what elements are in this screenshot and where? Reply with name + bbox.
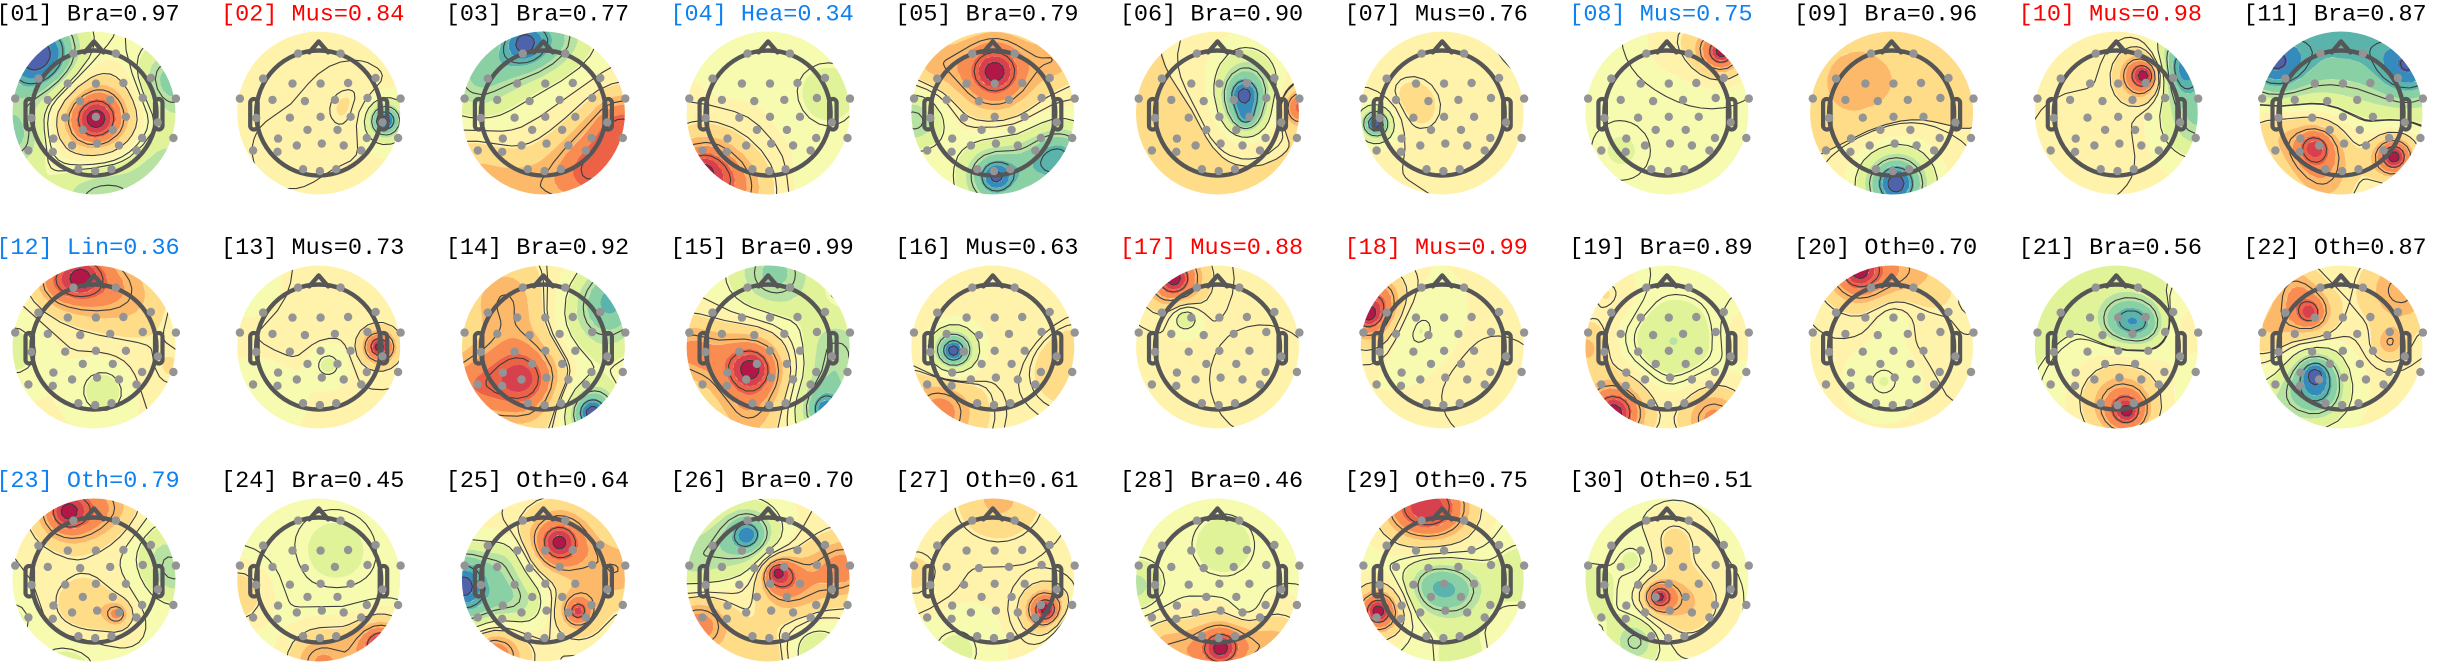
svg-text:[13] Mus=0.73: [13] Mus=0.73: [221, 235, 404, 262]
svg-text:[22] Oth=0.87: [22] Oth=0.87: [2243, 235, 2426, 262]
svg-text:[19] Bra=0.89: [19] Bra=0.89: [1569, 235, 1752, 262]
svg-text:[05] Bra=0.79: [05] Bra=0.79: [895, 2, 1078, 29]
svg-text:[26] Bra=0.70: [26] Bra=0.70: [670, 468, 853, 495]
svg-text:[24] Bra=0.45: [24] Bra=0.45: [221, 468, 404, 495]
svg-text:[10] Mus=0.98: [10] Mus=0.98: [2019, 2, 2202, 29]
svg-text:[30] Oth=0.51: [30] Oth=0.51: [1569, 468, 1752, 495]
svg-text:[07] Mus=0.76: [07] Mus=0.76: [1345, 2, 1528, 29]
svg-text:[06] Bra=0.90: [06] Bra=0.90: [1120, 2, 1303, 29]
svg-text:[29] Oth=0.75: [29] Oth=0.75: [1345, 468, 1528, 495]
svg-text:[01] Bra=0.97: [01] Bra=0.97: [0, 2, 180, 29]
svg-text:[20] Oth=0.70: [20] Oth=0.70: [1794, 235, 1977, 262]
svg-text:[18] Mus=0.99: [18] Mus=0.99: [1345, 235, 1528, 262]
svg-text:[11] Bra=0.87: [11] Bra=0.87: [2243, 2, 2426, 29]
svg-text:[09] Bra=0.96: [09] Bra=0.96: [1794, 2, 1977, 29]
svg-text:[03] Bra=0.77: [03] Bra=0.77: [446, 2, 629, 29]
svg-text:[04] Hea=0.34: [04] Hea=0.34: [670, 2, 853, 29]
svg-text:[12] Lin=0.36: [12] Lin=0.36: [0, 235, 180, 262]
svg-text:[02] Mus=0.84: [02] Mus=0.84: [221, 2, 404, 29]
svg-text:[28] Bra=0.46: [28] Bra=0.46: [1120, 468, 1303, 495]
svg-text:[17] Mus=0.88: [17] Mus=0.88: [1120, 235, 1303, 262]
svg-text:[21] Bra=0.56: [21] Bra=0.56: [2019, 235, 2202, 262]
svg-text:[25] Oth=0.64: [25] Oth=0.64: [446, 468, 629, 495]
svg-text:[14] Bra=0.92: [14] Bra=0.92: [446, 235, 629, 262]
svg-text:[15] Bra=0.99: [15] Bra=0.99: [670, 235, 853, 262]
svg-text:[27] Oth=0.61: [27] Oth=0.61: [895, 468, 1078, 495]
svg-text:[16] Mus=0.63: [16] Mus=0.63: [895, 235, 1078, 262]
svg-text:[08] Mus=0.75: [08] Mus=0.75: [1569, 2, 1752, 29]
svg-text:[23] Oth=0.79: [23] Oth=0.79: [0, 468, 180, 495]
